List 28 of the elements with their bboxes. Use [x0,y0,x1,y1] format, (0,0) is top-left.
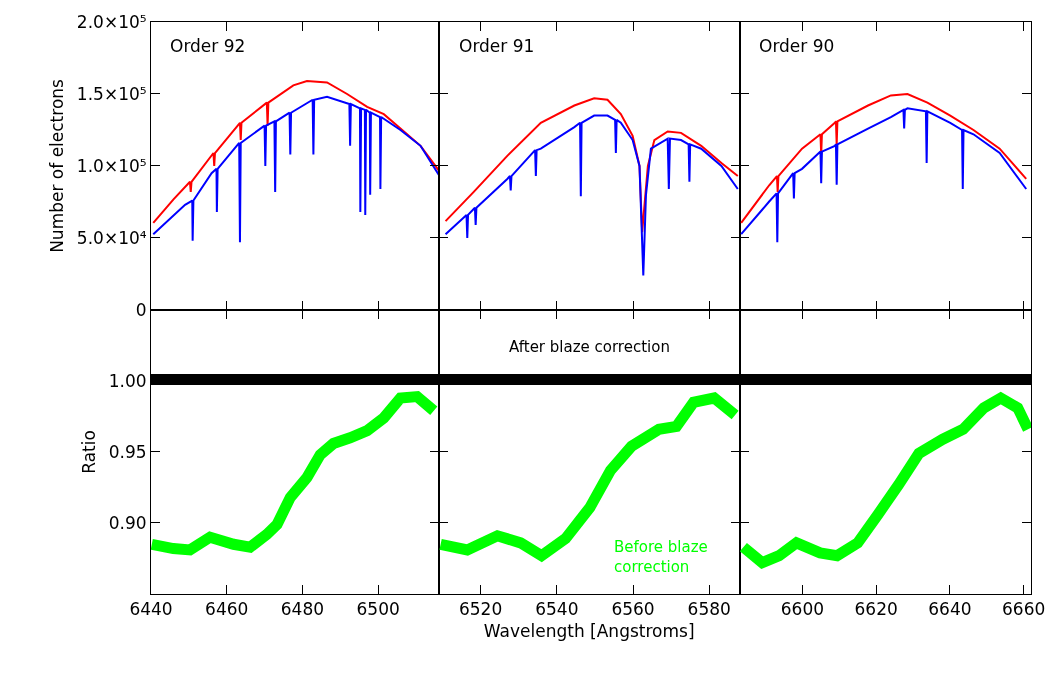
annotation: Order 91 [459,36,535,56]
y-tick-label: 0 [135,299,147,320]
x-tick-label: 6580 [687,599,731,620]
x-tick-label: 6540 [535,599,579,620]
x-tick-label: 6620 [854,599,898,620]
x-tick-label: 6600 [780,599,825,620]
y-tick-label: 1.5×10⁵ [76,83,147,104]
x-tick-label: 6520 [458,599,503,620]
y-tick-label: 1.00 [108,370,147,391]
x-tick-label: 6660 [1002,599,1046,620]
x-tick-label: 6460 [205,599,249,620]
y-tick-label: 1.0×10⁵ [76,155,147,176]
y-tick-label: 0.90 [108,512,147,533]
x-tick-label: 6440 [129,599,173,620]
x-tick-label: 6500 [356,599,400,620]
series-label: After blaze correction [509,338,670,356]
y-axis-title: Ratio [79,430,100,474]
x-tick-label: 6560 [611,599,655,620]
y-tick-label: 2.0×10⁵ [76,11,147,32]
x-axis-title: Wavelength [Angstroms] [483,620,695,641]
y-tick-label: 0.95 [108,441,147,462]
annotation: Order 90 [759,36,835,56]
x-tick-label: 6480 [280,599,325,620]
text: Before blaze correction [614,538,708,576]
annotation: Order 92 [170,36,246,56]
y-axis-title: Number of electrons [47,78,68,253]
y-tick-label: 5.0×10⁴ [76,227,147,248]
x-tick-label: 6640 [928,599,972,620]
